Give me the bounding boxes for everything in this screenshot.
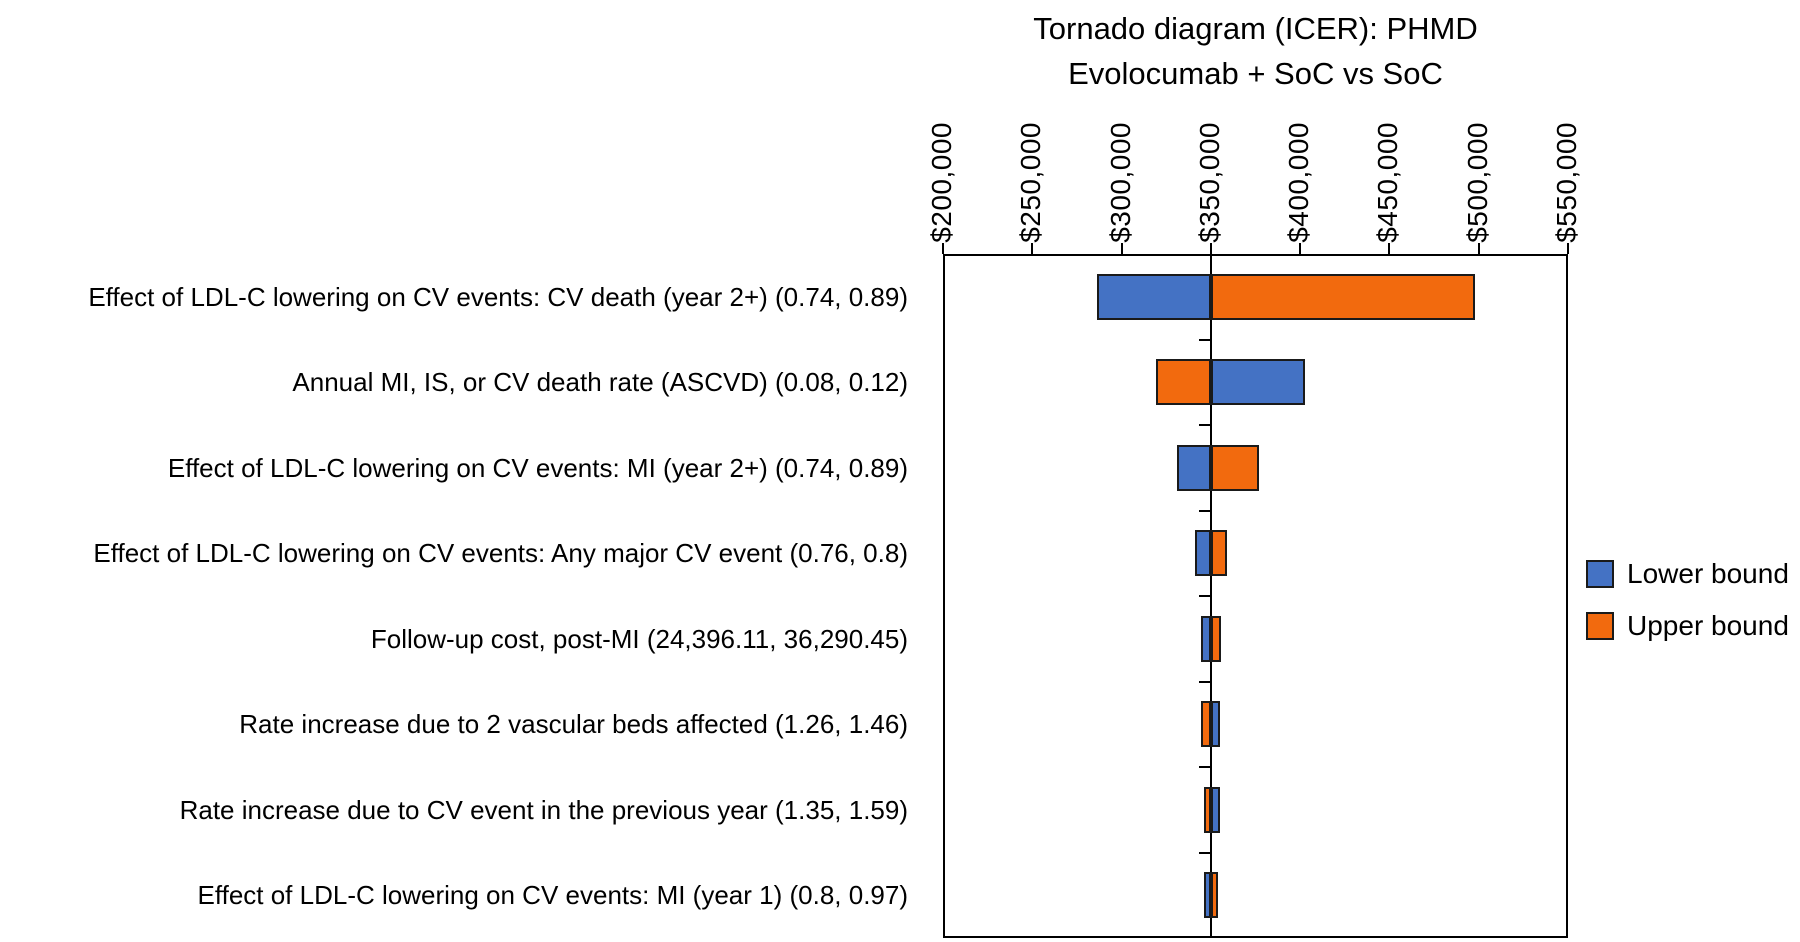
x-axis-tick-label: $500,000 [1461,122,1493,243]
x-axis-tick-mark [942,243,944,254]
legend-label-lower-bound: Lower bound [1627,558,1789,589]
category-axis-tick-mark [1198,766,1210,768]
category-axis-tick-mark [1198,680,1210,683]
x-axis-tick-mark [1299,243,1302,254]
bar-segment-lower-bound [1210,359,1305,406]
category-axis-tick-mark [1198,509,1210,512]
x-axis-tick-mark [1388,243,1391,254]
category-label: Effect of LDL-C lowering on CV events: M… [197,880,909,911]
category-label: Effect of LDL-C lowering on CV events: A… [93,538,908,569]
bar-segment-upper-bound [1210,615,1221,662]
upper-bound-swatch-icon [1586,612,1614,640]
bar-segment-upper-bound [1201,701,1211,748]
x-axis-tick-label: $400,000 [1283,122,1315,243]
bar-segment-lower-bound [1201,615,1211,662]
chart-title-line-2: Evolocumab + SoC vs SoC [1068,56,1443,91]
x-axis-tick-label: $200,000 [926,122,957,243]
x-axis-tick-label: $550,000 [1551,122,1582,243]
category-label: Effect of LDL-C lowering on CV events: C… [88,281,908,312]
x-axis-tick-mark [1031,243,1034,254]
bar-segment-lower-bound [1210,701,1221,748]
category-axis-tick-mark [1198,595,1210,597]
bar-segment-lower-bound [1203,872,1211,919]
bar-segment-lower-bound [1096,273,1211,320]
category-axis-tick-mark [1198,851,1210,854]
x-axis-tick-mark [1209,243,1212,254]
legend-item-upper-bound: Upper bound [1586,612,1789,640]
category-label: Annual MI, IS, or CV death rate (ASCVD) … [292,367,908,398]
bar-segment-lower-bound [1194,530,1211,577]
x-axis-tick-mark [1120,243,1123,254]
x-axis-tick-label: $350,000 [1193,122,1225,243]
baseline-axis [1209,254,1212,938]
bar-segment-upper-bound [1210,444,1260,491]
x-axis-tick-mark [1477,243,1480,254]
category-label: Follow-up cost, post-MI (24,396.11, 36,2… [370,623,908,654]
category-label: Effect of LDL-C lowering on CV events: M… [167,452,908,483]
chart-title-line-1: Tornado diagram (ICER): PHMD [1033,11,1478,46]
category-axis-tick-mark [1198,424,1210,426]
bar-segment-upper-bound [1210,872,1218,919]
bar-segment-upper-bound [1203,786,1211,833]
bar-segment-lower-bound [1210,786,1220,833]
bar-segment-upper-bound [1155,359,1211,406]
plot-area [943,254,1568,938]
x-axis-tick-label: $250,000 [1015,122,1047,243]
bar-segment-upper-bound [1210,273,1476,320]
x-axis-tick-label: $300,000 [1104,122,1136,243]
chart-title: Tornado diagram (ICER): PHMD Evolocumab … [943,6,1568,96]
legend: Lower bound Upper bound [1586,560,1789,664]
category-label: Rate increase due to 2 vascular beds aff… [239,709,908,740]
bar-segment-upper-bound [1210,530,1227,577]
x-axis-tick-label: $450,000 [1372,122,1404,243]
category-label: Rate increase due to CV event in the pre… [179,794,908,825]
category-axis-tick-mark [1198,338,1210,341]
legend-label-upper-bound: Upper bound [1627,610,1789,641]
x-axis-tick-mark [1567,243,1569,254]
legend-item-lower-bound: Lower bound [1586,560,1789,588]
lower-bound-swatch-icon [1586,560,1614,588]
bar-segment-lower-bound [1176,444,1211,491]
